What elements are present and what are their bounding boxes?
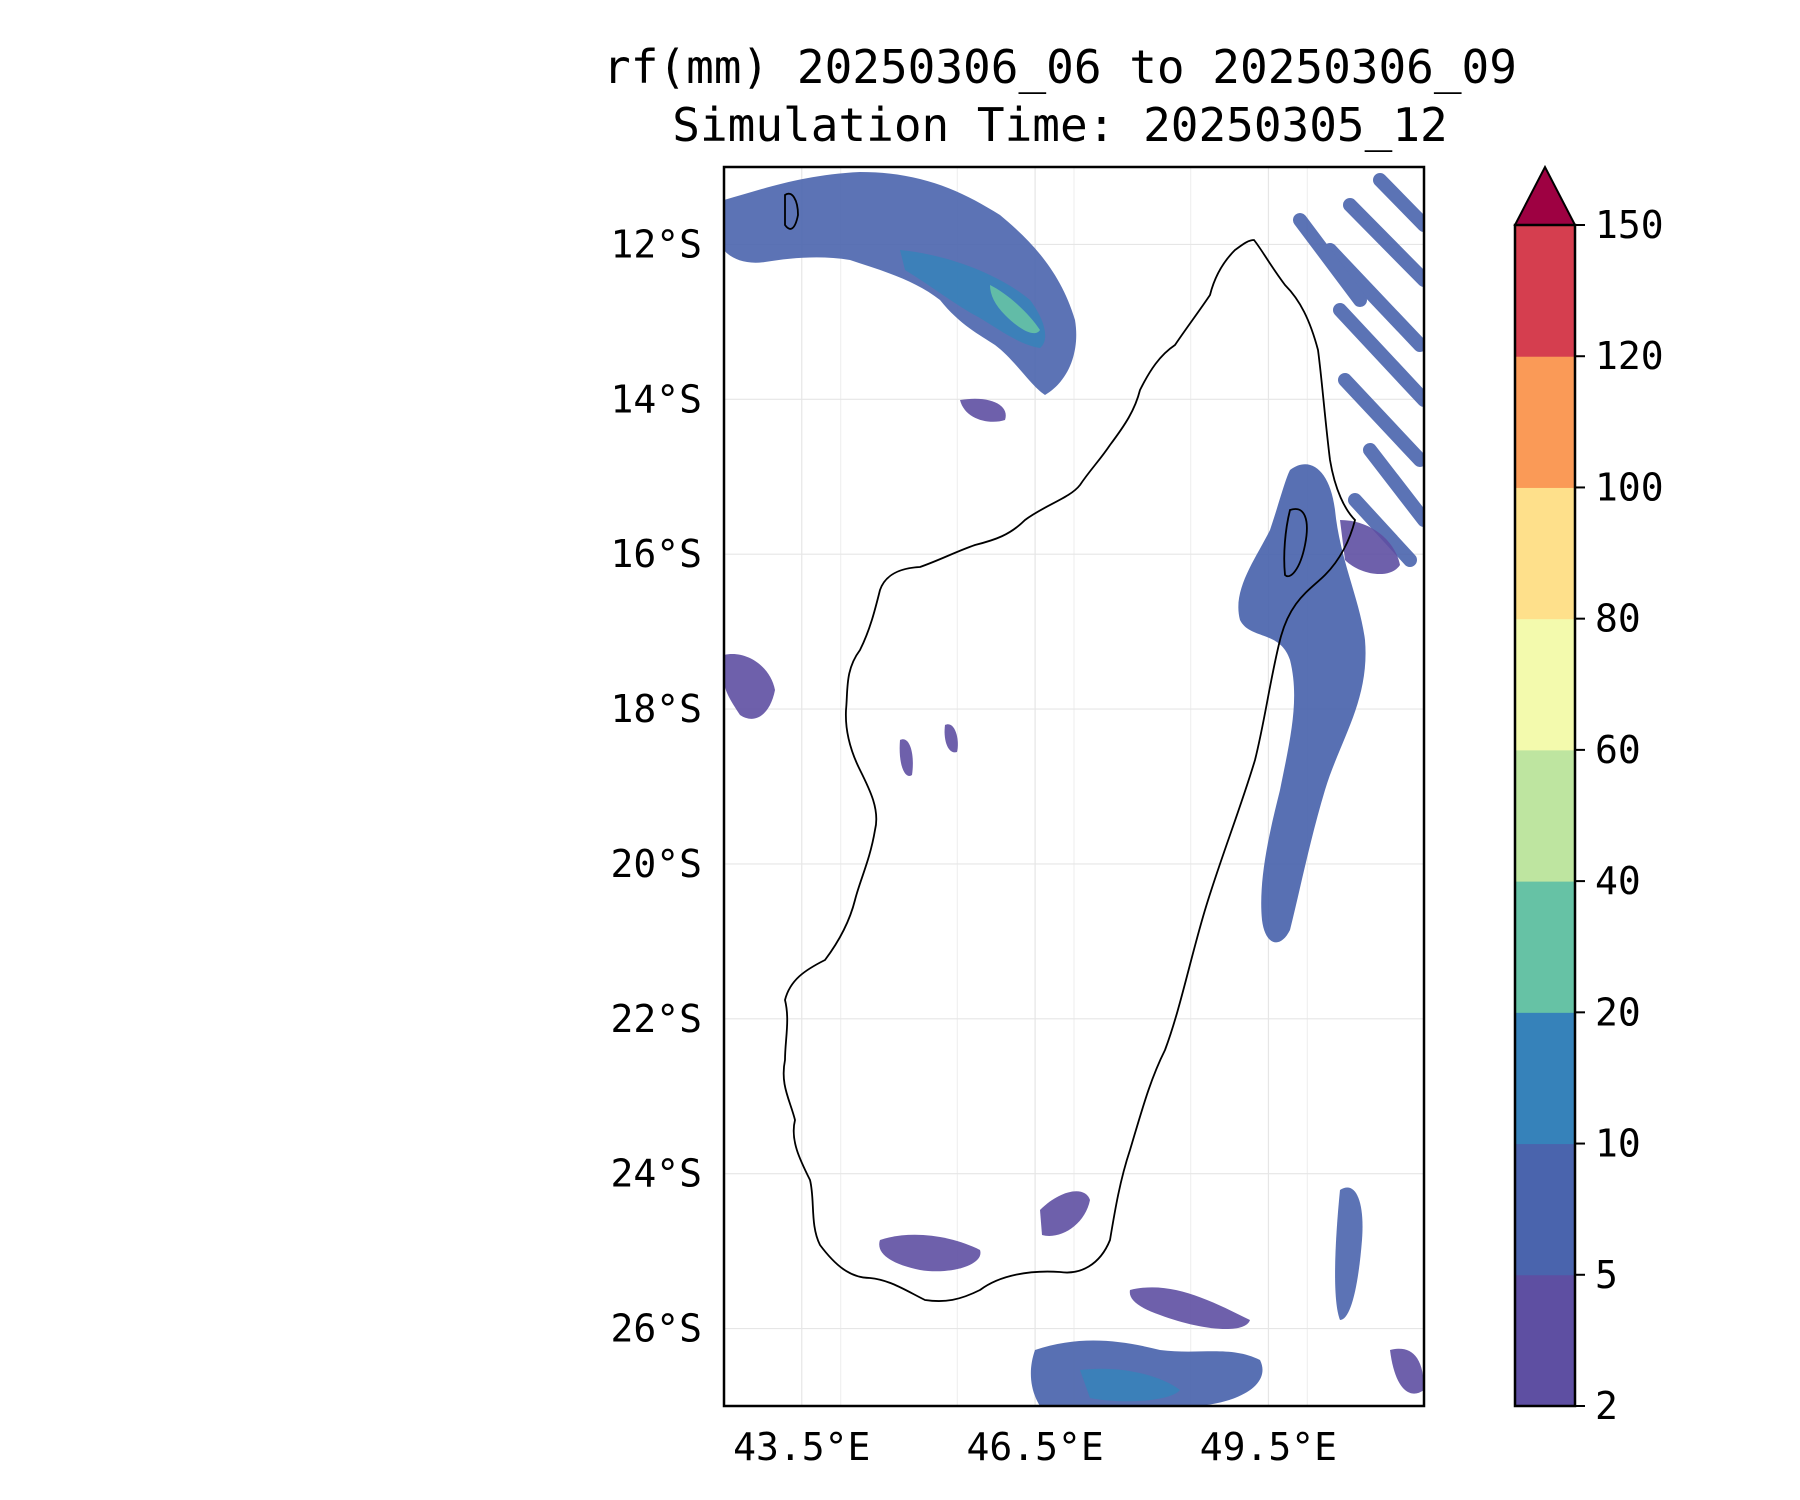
- rain-patch: [990, 285, 1040, 334]
- lat-tick-label: 26°S: [610, 1307, 702, 1351]
- rain-patch: [1129, 1287, 1250, 1330]
- lon-tick-label: 49.5°E: [1200, 1425, 1337, 1469]
- latitude-axis: 12°S 14°S 16°S 18°S 20°S 22°S 24°S 26°S: [610, 222, 702, 1350]
- map-frame: [722, 165, 1426, 1408]
- rain-patch: [1335, 1187, 1363, 1320]
- colorbar-segment: [1515, 1274, 1575, 1407]
- colorbar-tick-label: 5: [1595, 1253, 1618, 1297]
- rain-patch: [1340, 520, 1400, 575]
- chart-title: rf(mm) 20250306_06 to 20250306_09 Simula…: [560, 38, 1560, 154]
- colorbar-tick-label: 60: [1595, 728, 1641, 772]
- lat-tick-label: 14°S: [610, 377, 702, 421]
- rain-patch: [944, 724, 958, 753]
- rain-patch: [724, 654, 775, 719]
- colorbar-segment: [1515, 618, 1575, 751]
- colorbar-tick-label: 40: [1595, 859, 1641, 903]
- colorbar-extend-triangle: [1513, 164, 1577, 226]
- rain-patch: [879, 1234, 981, 1272]
- lat-tick-label: 16°S: [610, 532, 702, 576]
- lat-tick-label: 12°S: [610, 222, 702, 266]
- colorbar-tick-label: 150: [1595, 203, 1664, 247]
- coastline: [782, 192, 1356, 1303]
- lat-tick-label: 22°S: [610, 997, 702, 1041]
- colorbar-segment: [1515, 1143, 1575, 1276]
- colorbar-segment: [1515, 225, 1575, 357]
- colorbar: 2 5 10 20 40 60 80 100 120 150: [1513, 164, 1664, 1428]
- colorbar-tick-label: 120: [1595, 334, 1664, 378]
- colorbar-tick-label: 100: [1595, 465, 1664, 509]
- colorbar-tick-label: 80: [1595, 597, 1641, 641]
- lat-tick-label: 24°S: [610, 1152, 702, 1196]
- rainfall-field: [724, 172, 1424, 1406]
- colorbar-segment: [1515, 356, 1575, 488]
- title-line-2: Simulation Time: 20250305_12: [672, 98, 1448, 152]
- rain-patch: [1238, 464, 1366, 943]
- rain-patch: [1390, 1348, 1424, 1394]
- longitude-axis: 43.5°E 46.5°E 49.5°E: [733, 1425, 1337, 1469]
- lat-tick-label: 20°S: [610, 842, 702, 886]
- colorbar-tick-label: 20: [1595, 990, 1641, 1034]
- colorbar-segment: [1515, 487, 1575, 620]
- colorbar-segment: [1515, 1012, 1575, 1145]
- colorbar-segment: [1515, 881, 1575, 1013]
- lon-tick-label: 43.5°E: [733, 1425, 870, 1469]
- lon-tick-label: 46.5°E: [966, 1425, 1103, 1469]
- colorbar-tick-label: 10: [1595, 1122, 1641, 1166]
- colorbar-frame: [1513, 223, 1577, 1408]
- rain-patch: [900, 250, 1046, 348]
- colorbar-tick-label: 2: [1595, 1384, 1618, 1428]
- lat-tick-label: 18°S: [610, 687, 702, 731]
- rain-patch: [1080, 1368, 1180, 1402]
- rain-patch: [1040, 1191, 1090, 1236]
- colorbar-segment: [1515, 749, 1575, 882]
- rain-streaks-ne: [1293, 173, 1424, 567]
- rain-patch: [960, 398, 1006, 422]
- rain-patch: [899, 739, 913, 776]
- title-line-1: rf(mm) 20250306_06 to 20250306_09: [603, 40, 1517, 94]
- rain-patch: [724, 172, 1077, 395]
